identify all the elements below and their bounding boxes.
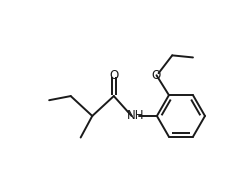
- Text: O: O: [152, 69, 161, 82]
- Text: NH: NH: [126, 109, 144, 122]
- Text: O: O: [109, 69, 118, 82]
